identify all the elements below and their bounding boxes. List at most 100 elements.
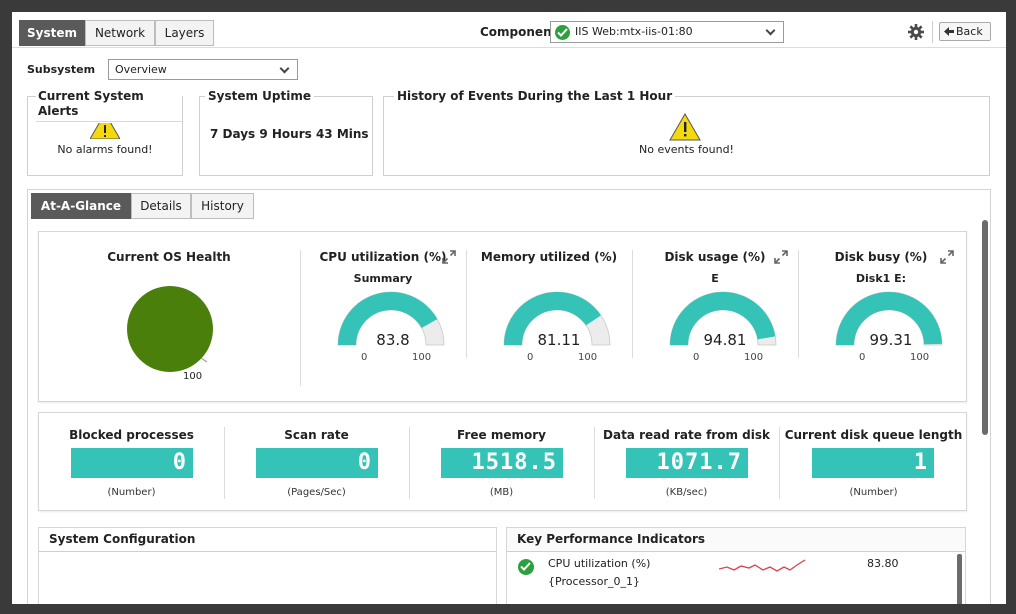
system-uptime-title: System Uptime (205, 89, 314, 103)
metric-value-display: 1071.7 (626, 448, 748, 478)
no-events-text: No events found! (639, 143, 734, 156)
tab-system[interactable]: System (19, 20, 85, 46)
divider (632, 250, 633, 358)
chevron-down-icon (279, 63, 290, 74)
os-health-title: Current OS Health (107, 250, 231, 264)
gauge-title: Disk busy (%) (834, 250, 928, 264)
current-alerts-title: Current System Alerts (36, 89, 182, 122)
metric-unit: (Number) (107, 487, 156, 498)
tab-at-a-glance[interactable]: At-A-Glance (31, 193, 131, 219)
metric-label: Blocked processes (69, 428, 194, 442)
gauge-fill (338, 292, 438, 345)
kpi-panel: Key Performance Indicators CPU utilizati… (506, 527, 966, 604)
expand-icon[interactable] (940, 250, 954, 264)
os-health-pie (127, 286, 213, 372)
gauge-arc (835, 291, 943, 346)
component-select-value: IIS Web:mtx-iis-01:80 (575, 25, 693, 38)
gauge-min: 0 (693, 352, 700, 363)
metric-unit: (KB/sec) (665, 487, 708, 498)
gauge-value: 81.11 (537, 331, 581, 349)
system-configuration-title: System Configuration (39, 528, 496, 552)
divider (300, 250, 301, 386)
current-alerts-panel: Current System Alerts No alarms found! (27, 89, 183, 176)
tab-details[interactable]: Details (131, 193, 191, 219)
gauge-title: Memory utilized (%) (480, 250, 618, 264)
gauge-max: 100 (744, 352, 764, 363)
back-button[interactable]: Back (939, 22, 991, 41)
system-uptime-panel: System Uptime 7 Days 9 Hours 43 Mins (199, 89, 373, 176)
gauge-min: 0 (361, 352, 368, 363)
system-uptime-value: 7 Days 9 Hours 43 Mins (210, 127, 369, 141)
top-bar: System Network Layers Component IIS Web:… (12, 12, 1006, 48)
divider (779, 427, 780, 499)
kpi-name: CPU utilization (%) (548, 557, 651, 570)
metric-label: Data read rate from disk (603, 428, 770, 442)
kpi-value: 83.80 (867, 557, 899, 570)
gauge-fill (504, 292, 601, 345)
divider (798, 250, 799, 358)
warning-icon (669, 113, 701, 141)
metric-unit: (Pages/Sec) (287, 487, 346, 498)
kpi-sparkline (719, 559, 806, 572)
metrics-card: Blocked processes 0 (Number) Scan rate 0… (38, 412, 967, 511)
divider (466, 250, 467, 358)
metric-value-display: 0 (256, 448, 378, 478)
health-gauges-card: Current OS Health 100 CPU utilization (%… (38, 231, 967, 402)
expand-icon[interactable] (774, 250, 788, 264)
metric-value-display: 1 (812, 448, 934, 478)
system-configuration-panel: System Configuration (38, 527, 497, 604)
gauge-subtitle: Summary (353, 272, 413, 285)
kpi-title: Key Performance Indicators (507, 528, 965, 552)
gauge-fill (670, 292, 776, 345)
os-health-label: 100 (183, 371, 203, 382)
gauge-max: 100 (412, 352, 432, 363)
gauge-arc (503, 291, 611, 346)
subsystem-select[interactable]: Overview (108, 59, 298, 80)
gear-icon[interactable] (908, 24, 924, 40)
ok-check-icon (555, 25, 570, 40)
metric-label: Scan rate (284, 428, 349, 442)
ok-check-icon (518, 559, 534, 575)
gauge-title: CPU utilization (%) (319, 250, 447, 264)
gauge-value: 83.8 (376, 331, 410, 349)
gauge-arc (337, 291, 445, 346)
gauge-fill (836, 292, 942, 345)
metric-value-display: 0 (71, 448, 193, 478)
divider (594, 427, 595, 499)
gauge-subtitle: Disk1 E: (855, 272, 907, 285)
gauge-subtitle: E (711, 272, 719, 285)
gauge-value: 99.31 (869, 331, 913, 349)
scrollbar[interactable] (982, 220, 988, 435)
os-health-slice (127, 286, 213, 372)
metric-unit: (Number) (849, 487, 898, 498)
subsystem-select-value: Overview (115, 63, 167, 76)
metric-unit: (MB) (489, 487, 514, 498)
divider (224, 427, 225, 499)
tab-history[interactable]: History (191, 193, 254, 219)
kpi-scrollbar[interactable] (957, 554, 962, 604)
chevron-down-icon (765, 25, 776, 36)
gauge-arc (669, 291, 777, 346)
metric-value-display: 1518.5 (441, 448, 563, 478)
os-health-label-leader (200, 357, 208, 363)
gauge-min: 0 (859, 352, 866, 363)
gauge-min: 0 (527, 352, 534, 363)
event-history-title: History of Events During the Last 1 Hour (394, 89, 676, 103)
gauge-max: 100 (910, 352, 930, 363)
app-window: System Network Layers Component IIS Web:… (12, 12, 1006, 604)
gauge-max: 100 (578, 352, 598, 363)
divider (409, 427, 410, 499)
metric-label: Free memory (457, 428, 546, 442)
back-arrow-icon (944, 27, 954, 36)
event-history-panel: History of Events During the Last 1 Hour… (383, 89, 990, 176)
gauge-value: 94.81 (703, 331, 747, 349)
component-select[interactable]: IIS Web:mtx-iis-01:80 (550, 21, 784, 43)
gauge-title: Disk usage (%) (664, 250, 766, 264)
component-label: Component (480, 25, 558, 39)
tab-network[interactable]: Network (85, 20, 155, 46)
kpi-instance: {Processor_0_1} (548, 575, 640, 588)
subsystem-label: Subsystem (27, 63, 96, 76)
expand-icon[interactable] (442, 250, 456, 264)
tab-layers[interactable]: Layers (155, 20, 214, 46)
toolbar-divider (932, 21, 933, 43)
